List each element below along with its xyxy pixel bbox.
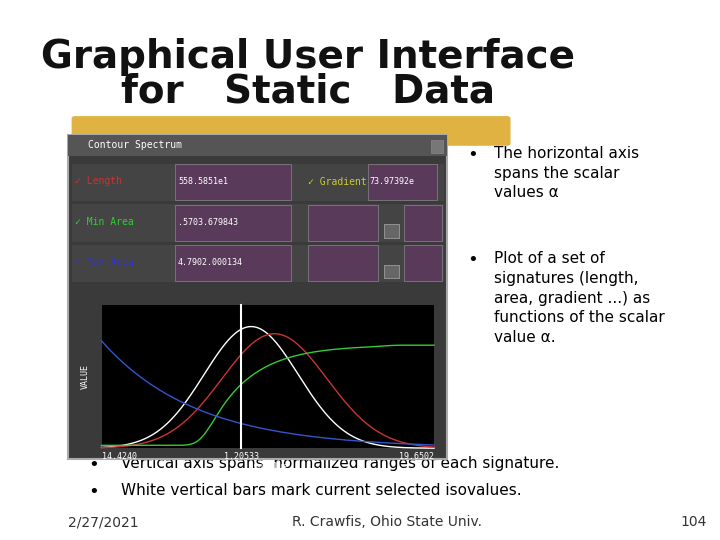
Text: ✓ Max Area: ✓ Max Area bbox=[75, 257, 134, 267]
Text: •: • bbox=[467, 146, 478, 164]
Text: 1.20533: 1.20533 bbox=[224, 452, 258, 461]
Bar bbox=[431, 140, 443, 153]
Bar bbox=[384, 224, 399, 238]
Text: Contour Spectrum: Contour Spectrum bbox=[89, 140, 182, 150]
Text: 4.7902.000134: 4.7902.000134 bbox=[178, 258, 243, 267]
Text: VALUE: VALUE bbox=[81, 364, 89, 389]
Bar bbox=[71, 245, 444, 282]
Text: R. Crawfis, Ohio State Univ.: R. Crawfis, Ohio State Univ. bbox=[292, 515, 482, 529]
Text: 73.97392e: 73.97392e bbox=[369, 177, 415, 186]
Bar bbox=[71, 164, 444, 201]
Text: 19.6502: 19.6502 bbox=[399, 452, 434, 461]
Text: White vertical bars mark current selected isovalues.: White vertical bars mark current selecte… bbox=[122, 483, 522, 498]
Text: .5703.679843: .5703.679843 bbox=[178, 218, 238, 227]
Bar bbox=[68, 135, 447, 459]
Bar bbox=[68, 135, 447, 156]
Text: 2/27/2021: 2/27/2021 bbox=[68, 515, 139, 529]
Text: •: • bbox=[467, 251, 478, 269]
Bar bbox=[175, 164, 291, 200]
Text: •: • bbox=[89, 483, 99, 501]
Bar bbox=[384, 265, 399, 278]
Bar bbox=[307, 245, 377, 281]
Bar bbox=[175, 205, 291, 241]
Text: 558.5851e1: 558.5851e1 bbox=[178, 177, 228, 186]
Bar bbox=[102, 305, 434, 448]
Text: •: • bbox=[89, 456, 99, 474]
Text: Vertical axis spans  normalized ranges of each signature.: Vertical axis spans normalized ranges of… bbox=[122, 456, 560, 471]
Text: 104: 104 bbox=[680, 515, 707, 529]
Bar bbox=[307, 205, 377, 241]
Bar bbox=[404, 245, 442, 281]
Text: isovalue: isovalue bbox=[248, 462, 288, 471]
Text: ✓ Length: ✓ Length bbox=[75, 176, 122, 186]
Bar bbox=[404, 205, 442, 241]
Text: Plot of a set of
signatures (length,
area, gradient ...) as
functions of the sca: Plot of a set of signatures (length, are… bbox=[494, 251, 665, 345]
Text: ✓ Gradient: ✓ Gradient bbox=[307, 177, 366, 187]
Bar bbox=[367, 164, 437, 200]
Text: for   Static   Data: for Static Data bbox=[121, 73, 495, 111]
Text: 14.4240: 14.4240 bbox=[102, 452, 137, 461]
Bar bbox=[71, 204, 444, 242]
Bar bbox=[175, 245, 291, 281]
Text: Graphical User Interface: Graphical User Interface bbox=[40, 38, 575, 76]
Text: ✓ Min Area: ✓ Min Area bbox=[75, 217, 134, 227]
FancyBboxPatch shape bbox=[71, 116, 510, 146]
Text: The horizontal axis
spans the scalar
values α: The horizontal axis spans the scalar val… bbox=[494, 146, 639, 200]
